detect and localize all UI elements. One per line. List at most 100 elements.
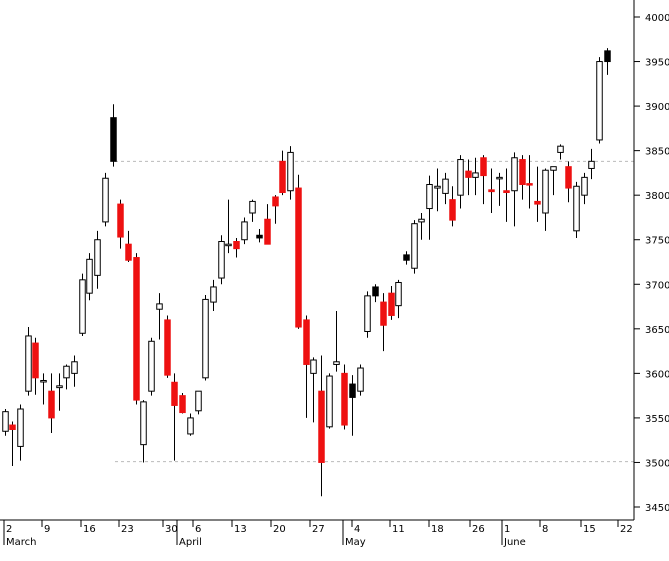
candle-body bbox=[272, 196, 279, 207]
x-tick-label: 23 bbox=[121, 524, 134, 535]
candle bbox=[364, 291, 371, 338]
candle bbox=[233, 237, 240, 258]
candle-body bbox=[341, 372, 348, 426]
candle-body bbox=[233, 241, 240, 250]
candle bbox=[156, 293, 163, 340]
candle bbox=[9, 421, 16, 467]
candle bbox=[225, 199, 232, 254]
candle-body bbox=[411, 223, 418, 269]
candle-body bbox=[156, 303, 163, 310]
candle-body bbox=[534, 200, 541, 205]
candle bbox=[187, 413, 194, 436]
y-tick-label: 3900 bbox=[645, 102, 669, 113]
candle bbox=[403, 251, 410, 265]
candle-body bbox=[526, 183, 533, 186]
candle bbox=[581, 172, 588, 205]
candle-body bbox=[488, 189, 495, 193]
candle-body bbox=[86, 258, 93, 294]
candle bbox=[426, 175, 433, 240]
candle-body bbox=[333, 361, 340, 365]
candle-body bbox=[380, 301, 387, 326]
candle-body bbox=[426, 183, 433, 210]
candle-body bbox=[434, 185, 441, 189]
candle-body bbox=[195, 390, 202, 412]
y-tick-label: 3650 bbox=[645, 325, 669, 336]
candle bbox=[133, 253, 140, 405]
candle bbox=[264, 204, 271, 245]
x-tick-label: 18 bbox=[431, 524, 444, 535]
candle-body bbox=[588, 160, 595, 169]
candle bbox=[488, 168, 495, 213]
candle bbox=[372, 284, 379, 303]
x-tick-label: 4 bbox=[354, 524, 360, 535]
candle-body bbox=[202, 298, 209, 379]
x-tick-label: 11 bbox=[392, 524, 405, 535]
candle-body bbox=[310, 359, 317, 374]
candle-body bbox=[357, 367, 364, 392]
candle bbox=[326, 373, 333, 429]
candle-body bbox=[388, 292, 395, 316]
candle-body bbox=[256, 234, 263, 239]
y-axis: 3450 3500 3550 3600 3650 3700 3750 3800 3850 3900… bbox=[633, 0, 669, 520]
candle bbox=[573, 181, 580, 238]
y-tick-label: 3800 bbox=[645, 191, 669, 202]
candle-body bbox=[573, 185, 580, 232]
candle-body bbox=[110, 117, 117, 162]
candle bbox=[71, 355, 78, 387]
candle bbox=[148, 337, 155, 396]
candle-body bbox=[550, 166, 557, 171]
candle bbox=[465, 159, 472, 196]
x-tick-label: 1 bbox=[504, 524, 510, 535]
candle bbox=[63, 364, 70, 390]
candle bbox=[2, 409, 9, 436]
candle bbox=[395, 279, 402, 319]
candle-body bbox=[187, 417, 194, 435]
candle bbox=[48, 373, 55, 434]
candle bbox=[457, 155, 464, 209]
candle bbox=[40, 373, 47, 405]
candle-body bbox=[56, 385, 63, 389]
candle-body bbox=[511, 157, 518, 192]
x-tick-label: 22 bbox=[620, 524, 633, 535]
x-tick-label: 16 bbox=[83, 524, 96, 535]
candle bbox=[472, 157, 479, 196]
y-tick-label: 3550 bbox=[645, 414, 669, 425]
y-tick-label: 3600 bbox=[645, 369, 669, 380]
candle-body bbox=[480, 157, 487, 177]
candle-body bbox=[17, 408, 24, 447]
candle-body bbox=[403, 254, 410, 261]
candle bbox=[511, 152, 518, 227]
candle bbox=[310, 357, 317, 423]
candle bbox=[102, 172, 109, 227]
candle-body bbox=[164, 319, 171, 376]
candle-body bbox=[557, 145, 564, 153]
candle bbox=[218, 235, 225, 285]
candle bbox=[411, 220, 418, 274]
candle-body bbox=[2, 411, 9, 432]
candle-body bbox=[542, 169, 549, 214]
y-tick-label: 3450 bbox=[645, 503, 669, 514]
candle bbox=[140, 400, 147, 463]
candle bbox=[596, 57, 603, 144]
candle bbox=[333, 311, 340, 372]
candle bbox=[357, 364, 364, 396]
candle bbox=[418, 213, 425, 240]
x-tick-label: 30 bbox=[165, 524, 178, 535]
candle-body bbox=[418, 218, 425, 223]
y-tick-label: 4000 bbox=[645, 13, 669, 24]
candle bbox=[588, 148, 595, 180]
candle-body bbox=[318, 390, 325, 463]
candle-body bbox=[25, 335, 32, 392]
candle-body bbox=[457, 159, 464, 196]
candle bbox=[388, 286, 395, 320]
candle-body bbox=[102, 177, 109, 223]
candles bbox=[2, 48, 611, 497]
candle bbox=[86, 253, 93, 301]
candle-body bbox=[565, 166, 572, 189]
candle-body bbox=[519, 159, 526, 185]
candle-body bbox=[40, 379, 47, 383]
candle bbox=[557, 144, 564, 160]
candle-body bbox=[349, 383, 356, 398]
